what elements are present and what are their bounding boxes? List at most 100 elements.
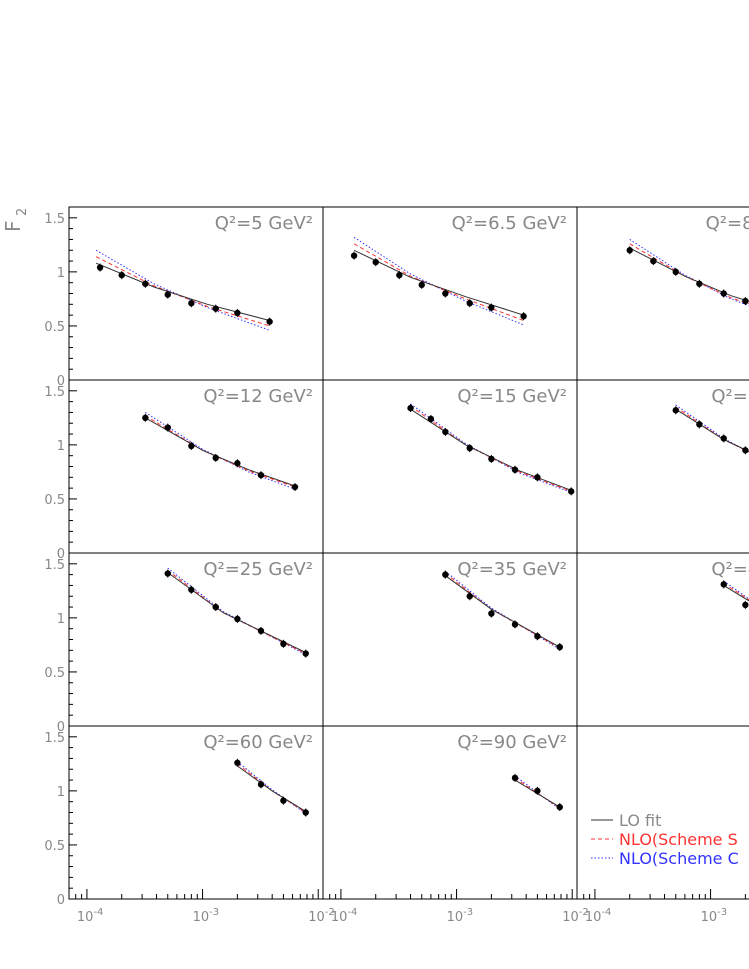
data-point: [212, 454, 219, 462]
nlo-scheme-c-curve: [675, 404, 749, 453]
data-point: [466, 300, 473, 307]
panel-label: Q²=12 GeV²: [203, 386, 313, 407]
data-point: [164, 570, 171, 577]
data-point: [234, 759, 241, 766]
data-point: [720, 435, 727, 442]
data-point: [534, 474, 541, 481]
data-point: [626, 247, 633, 254]
data-point: [488, 610, 495, 617]
y-tick-label: 1: [57, 439, 65, 454]
data-point: [372, 258, 379, 266]
data-point: [257, 471, 265, 479]
data-point: [234, 309, 241, 317]
nlo-scheme-c-curve: [167, 567, 306, 656]
panel-frame: [576, 725, 749, 900]
nlo-scheme-s-curve: [629, 243, 749, 305]
x-tick-label: 10-3: [447, 907, 474, 925]
data-point: [212, 305, 219, 312]
data-point: [720, 581, 727, 588]
panel-label: Q²=8.5 GeV²: [706, 213, 749, 234]
panel-label: Q²=15 GeV²: [457, 386, 567, 407]
y-tick-label: 0: [57, 893, 65, 908]
data-point: [488, 455, 495, 463]
lo-fit-curve: [353, 249, 524, 316]
data-point: [118, 271, 125, 279]
panel-label: Q²=35 GeV²: [457, 559, 567, 580]
legend-label: NLO(Scheme C: [619, 849, 739, 868]
lo-fit-curve: [629, 247, 749, 302]
data-point: [280, 797, 287, 804]
data-point: [164, 291, 171, 298]
legend-label: LO fit: [619, 811, 661, 830]
lo-fit-curve: [675, 408, 749, 453]
lo-fit-curve: [237, 765, 306, 812]
y-axis-title-sub: 2: [15, 208, 30, 216]
data-point: [466, 444, 473, 452]
data-point: [350, 252, 358, 259]
data-point: [188, 442, 195, 450]
lo-fit-curve: [410, 408, 572, 491]
nlo-scheme-c-curve: [95, 249, 270, 331]
data-point: [511, 774, 519, 782]
y-tick-label: 1.5: [44, 731, 65, 746]
data-point: [266, 318, 273, 325]
panel: 0 0.5 1 1.5 Q²=5 GeV²: [44, 206, 324, 389]
data-point: [257, 781, 265, 788]
data-point: [291, 483, 299, 491]
nlo-scheme-c-curve: [145, 411, 296, 490]
panel: Q²=15 GeV²: [322, 379, 578, 554]
data-point: [442, 290, 449, 297]
data-point: [212, 603, 219, 611]
data-point: [164, 424, 171, 431]
y-axis-title-main: F: [1, 220, 25, 232]
x-tick-label: 10-2: [562, 907, 589, 925]
panel: 0 0.5 1 1.5 Q²=25 GeV²: [44, 552, 324, 735]
data-point: [534, 787, 541, 795]
data-point: [556, 643, 563, 651]
nlo-scheme-s-curve: [167, 569, 306, 655]
data-point: [672, 268, 679, 276]
panel-label: Q²=20 GeV²: [711, 386, 749, 407]
data-point: [280, 640, 287, 648]
panel: Q²=6.5 GeV²: [322, 206, 578, 381]
data-point: [488, 304, 495, 311]
panel-label: Q²=5 GeV²: [215, 213, 313, 234]
panel: Q²=1: [576, 725, 749, 900]
data-point: [96, 264, 104, 271]
data-point: [650, 257, 657, 265]
data-point: [511, 621, 519, 628]
nlo-scheme-c-curve: [629, 238, 749, 307]
data-point: [302, 650, 309, 657]
nlo-scheme-c-curve: [723, 580, 749, 600]
panel-label: Q²=6.5 GeV²: [452, 213, 567, 234]
y-axis-title: F 2: [1, 208, 30, 232]
lo-fit-curve: [167, 572, 306, 653]
panel: Q²=35 GeV²: [322, 552, 578, 727]
data-point: [234, 615, 241, 623]
data-point: [466, 593, 473, 600]
data-point: [511, 466, 519, 473]
nlo-scheme-c-curve: [353, 236, 524, 326]
nlo-scheme-s-curve: [410, 405, 572, 492]
x-tick-label: 10-2: [308, 907, 335, 925]
data-point: [556, 803, 563, 811]
data-point: [520, 313, 527, 320]
y-tick-label: 0.5: [44, 666, 65, 681]
x-tick-label: 10-4: [585, 907, 612, 925]
y-tick-label: 0: [57, 720, 65, 735]
data-point: [742, 601, 749, 609]
y-tick-label: 1: [57, 266, 65, 281]
nlo-scheme-s-curve: [95, 256, 270, 327]
data-point: [396, 271, 403, 279]
data-point: [567, 488, 575, 495]
data-point: [188, 300, 195, 307]
y-tick-label: 0.5: [44, 320, 65, 335]
data-point: [234, 460, 241, 467]
y-tick-label: 0.5: [44, 493, 65, 508]
x-tick-label: 10-3: [701, 907, 728, 925]
data-point: [742, 297, 749, 305]
lo-fit-curve: [723, 584, 749, 602]
panel: Q²=8.5 GeV²: [576, 206, 749, 381]
y-tick-label: 0: [57, 547, 65, 562]
